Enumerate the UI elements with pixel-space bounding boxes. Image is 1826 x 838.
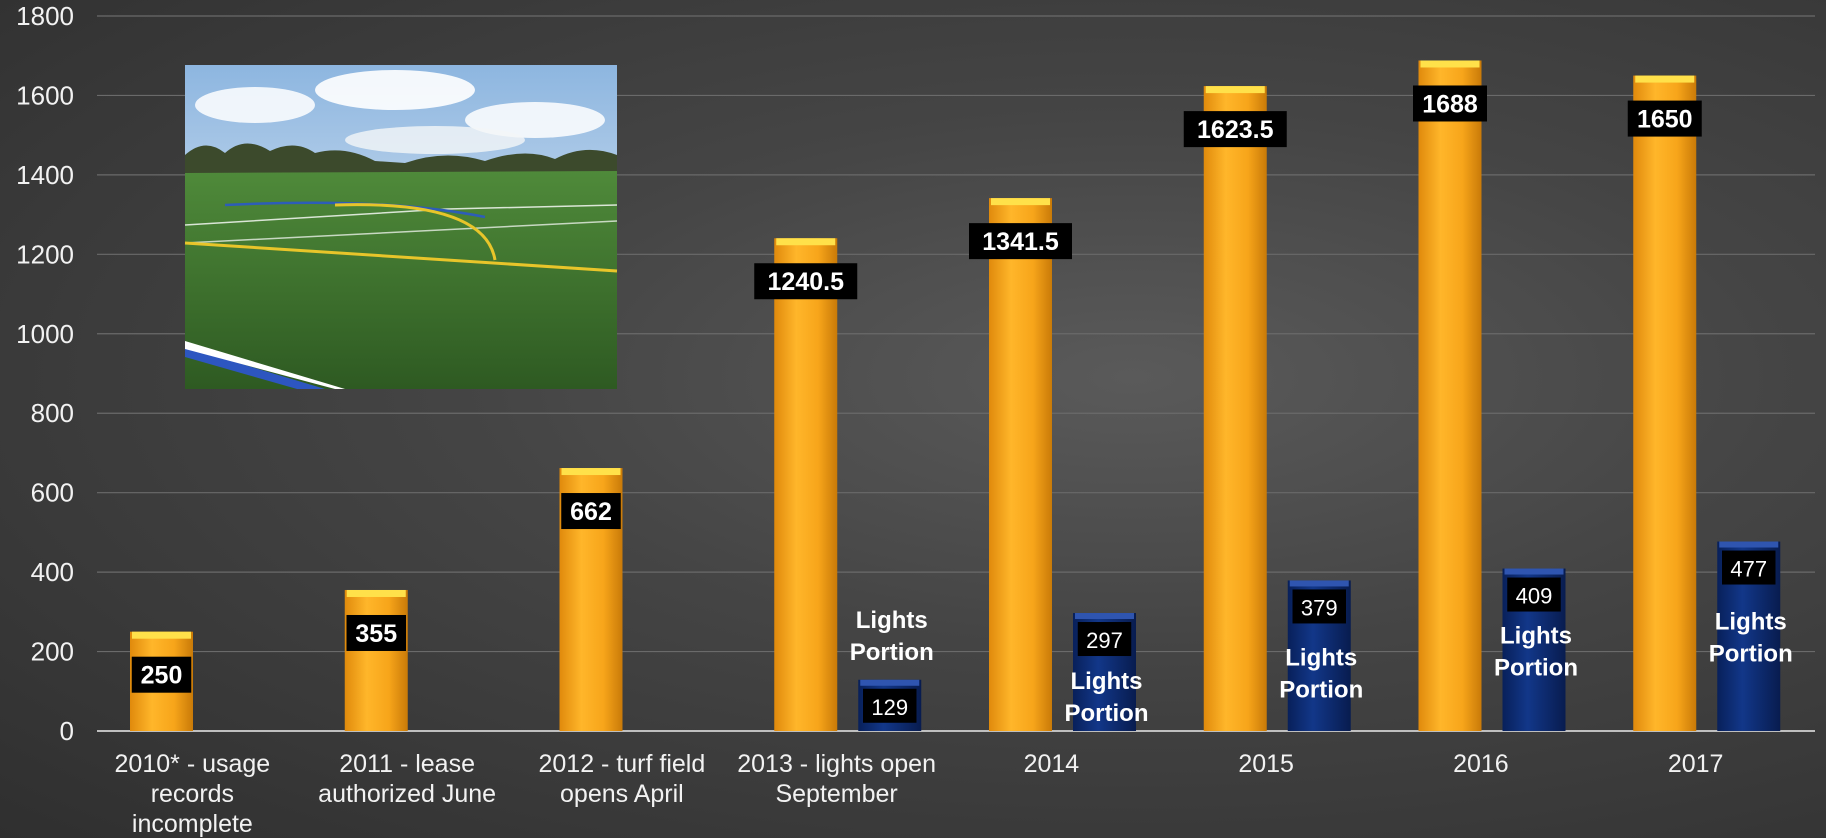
y-tick-label: 1200 — [16, 239, 74, 269]
x-tick-label: incomplete — [132, 810, 253, 838]
lights-portion-label: Portion — [1494, 655, 1578, 682]
data-label: 1623.5 — [1197, 116, 1274, 144]
x-tick-label: 2016 — [1453, 750, 1509, 778]
data-label-box — [1413, 85, 1487, 122]
data-label: 1240.5 — [768, 268, 845, 296]
data-label-box — [346, 614, 406, 651]
bar-lights-top — [860, 679, 920, 686]
lights-portion-label: Portion — [1279, 676, 1363, 703]
lights-portion-label: Lights — [1500, 623, 1572, 650]
y-axis: 0 200 400 600 800 1000 1200 1400 1600 1800 — [16, 1, 74, 746]
y-tick-label: 1800 — [16, 1, 74, 31]
y-tick-label: 800 — [31, 398, 74, 428]
bar-usage-top — [561, 468, 621, 476]
bar-usage-top — [132, 631, 191, 639]
bar-usage — [344, 589, 408, 731]
data-label: 379 — [1301, 595, 1338, 620]
bar-usage — [989, 198, 1052, 731]
data-label-box — [1627, 100, 1702, 137]
data-label: 662 — [570, 498, 612, 526]
lights-portion-label: Portion — [1065, 700, 1149, 727]
data-label-box — [1292, 589, 1346, 624]
bar-usage-top — [1635, 75, 1695, 83]
lights-portion-label: Portion — [850, 639, 934, 666]
x-tick-label: September — [775, 780, 897, 808]
data-label-box — [1183, 111, 1287, 148]
y-tick-label: 1600 — [16, 80, 74, 110]
bar-usage — [774, 238, 838, 731]
x-tick-label: 2015 — [1238, 750, 1294, 778]
data-label: 355 — [355, 620, 397, 648]
x-tick-label: 2014 — [1024, 750, 1080, 778]
bar-lights-top — [1504, 568, 1564, 575]
data-label: 129 — [871, 695, 908, 720]
x-tick-label: 2011 - lease — [339, 750, 475, 778]
annotations: Lights Portion Lights Portion Lights Portion L… — [850, 607, 1793, 727]
data-labels: 250 355 662 1240.5 129 1341.5 297 1623.5 379 1688… — [131, 85, 1776, 723]
y-tick-label: 400 — [31, 557, 74, 587]
lights-portion-label: Portion — [1709, 641, 1793, 668]
bar-usage — [1203, 86, 1267, 731]
bar-usage — [1633, 75, 1697, 732]
data-label-box — [863, 688, 917, 723]
data-label: 409 — [1516, 584, 1553, 609]
x-tick-label: authorized June — [318, 780, 496, 808]
data-label: 1688 — [1422, 90, 1478, 118]
x-tick-label: 2010* - usage — [115, 750, 271, 778]
lights-portion-label: Lights — [1715, 609, 1787, 636]
data-label: 1341.5 — [982, 228, 1059, 256]
x-tick-label: 2012 - turf field — [538, 750, 705, 778]
y-tick-label: 600 — [31, 478, 74, 508]
bar-lights-top — [1719, 541, 1779, 548]
y-tick-label: 1400 — [16, 160, 74, 190]
x-tick-label: 2013 - lights open — [737, 750, 936, 778]
y-tick-label: 200 — [31, 637, 74, 667]
data-label: 477 — [1730, 557, 1767, 582]
bar-usage-top — [991, 198, 1050, 206]
y-tick-label: 0 — [60, 716, 74, 746]
lights-portion-label: Lights — [1071, 668, 1143, 695]
data-label-box — [1507, 577, 1561, 612]
x-tick-label: records — [151, 780, 234, 808]
data-label-box — [131, 656, 192, 693]
data-label: 250 — [141, 662, 183, 690]
bar-usage-top — [1420, 60, 1480, 68]
data-label: 297 — [1086, 628, 1123, 653]
x-tick-label: opens April — [560, 780, 684, 808]
bar-usage — [1418, 60, 1482, 731]
data-label-box — [1077, 622, 1132, 657]
bar-lights-top — [1289, 580, 1349, 587]
data-label-box — [969, 223, 1072, 260]
data-label: 1650 — [1637, 106, 1693, 134]
bar-usage-top — [346, 589, 406, 597]
lights-portion-label: Lights — [1285, 644, 1357, 671]
y-tick-label: 1000 — [16, 319, 74, 349]
bar-usage-top — [776, 238, 836, 246]
bar-usage-top — [1205, 86, 1265, 94]
x-tick-label: 2017 — [1668, 750, 1724, 778]
data-label-box — [754, 263, 858, 300]
data-label-box — [561, 493, 621, 530]
turf-field-photo — [184, 65, 618, 389]
lights-portion-label: Lights — [856, 607, 928, 634]
bar-lights-top — [1075, 613, 1134, 620]
data-label-box — [1722, 550, 1776, 585]
